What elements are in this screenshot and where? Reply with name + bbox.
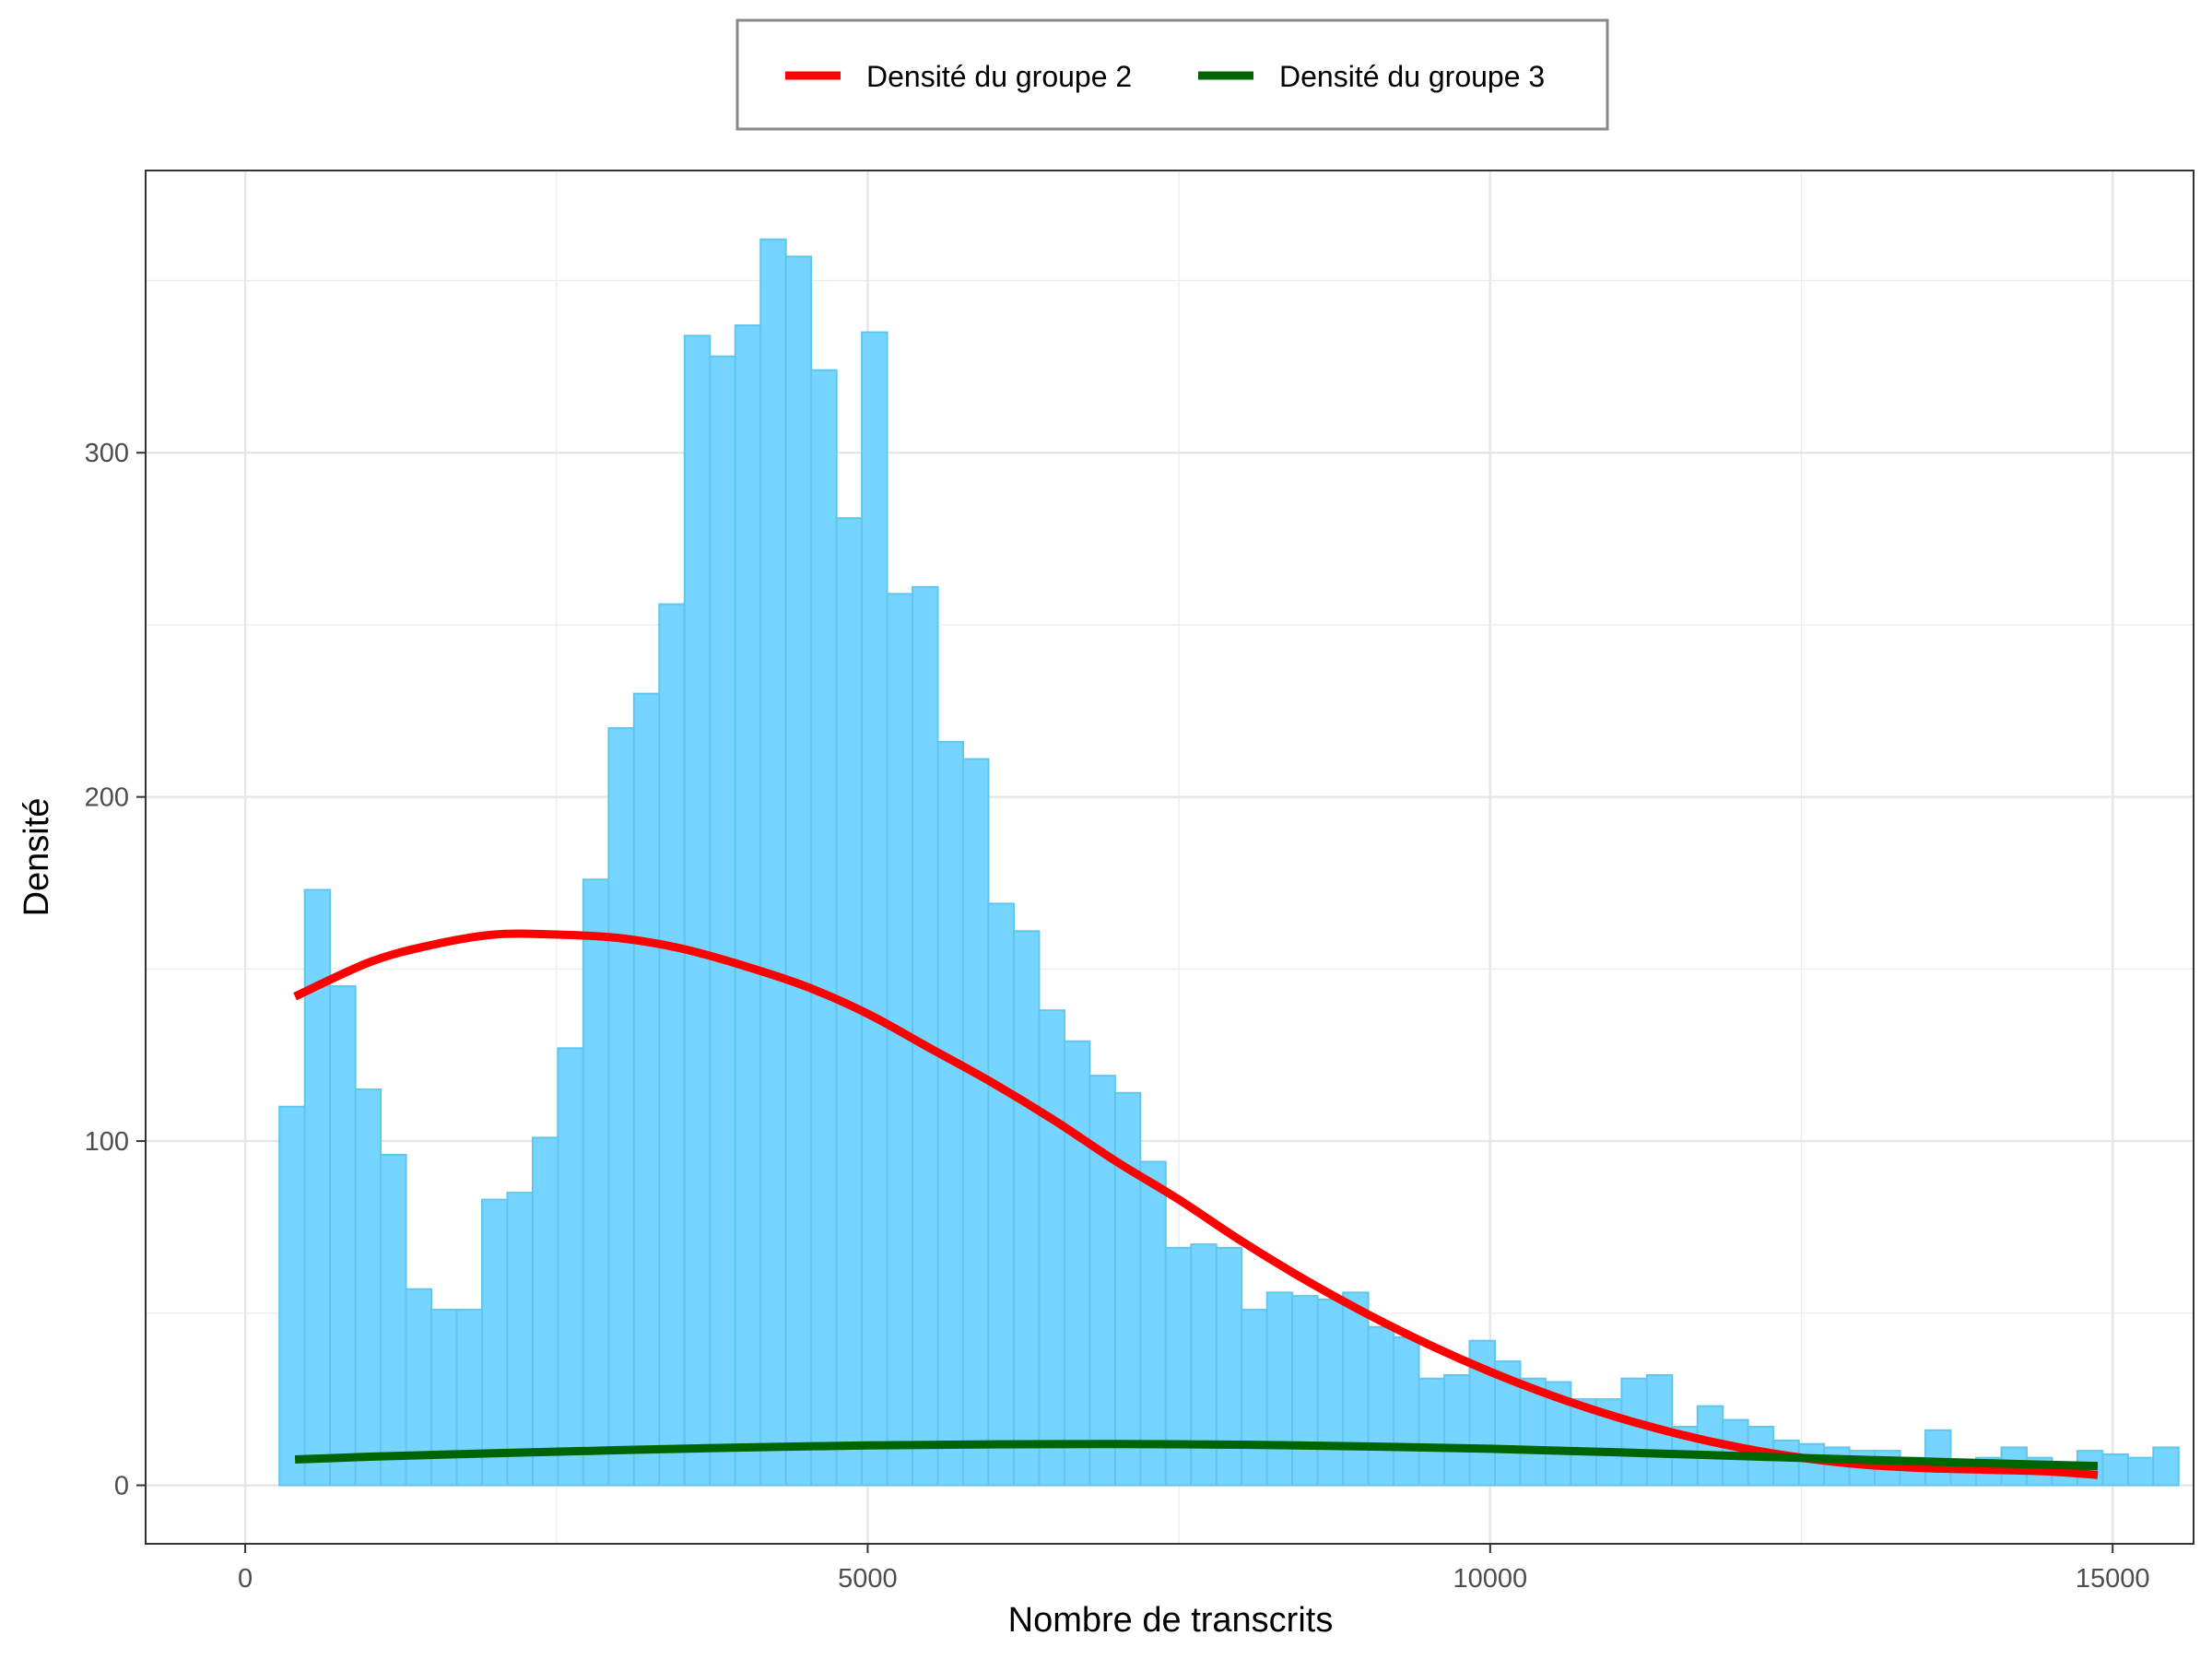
histogram-bar [1367, 1325, 1395, 1487]
histogram-bars [278, 238, 2180, 1487]
histogram-bar [531, 1136, 559, 1487]
histogram-bar [1418, 1377, 1446, 1487]
histogram-bar [607, 726, 635, 1487]
y-tick-label: 300 [85, 439, 129, 468]
histogram-bar [1443, 1374, 1471, 1487]
legend-box [735, 18, 1609, 131]
histogram-bar [1772, 1439, 1800, 1487]
histogram-bar [2126, 1456, 2155, 1487]
x-axis-title: Nombre de transcrits [1008, 1601, 1334, 1640]
histogram-bar [1519, 1377, 1547, 1487]
histogram-bar [1620, 1377, 1648, 1487]
x-tick-label: 15000 [2076, 1564, 2150, 1594]
histogram-bar [1797, 1442, 1826, 1487]
histogram-bar [1570, 1398, 1597, 1487]
histogram-bar [1342, 1291, 1370, 1487]
histogram-bar [2152, 1446, 2180, 1487]
histogram-bar [354, 1088, 382, 1487]
histogram-bar [1291, 1295, 1319, 1487]
histogram-bar [987, 902, 1015, 1487]
histogram-bar [1265, 1291, 1294, 1487]
histogram-bar [380, 1154, 407, 1487]
histogram-bar [683, 335, 712, 1487]
histogram-bar [481, 1198, 509, 1487]
histogram-bar [1113, 1091, 1142, 1487]
y-axis-ticks: 0 100 200 300 [85, 439, 146, 1501]
histogram-bar [278, 1105, 306, 1487]
histogram-bar [1164, 1246, 1193, 1487]
histogram-bar [1038, 1009, 1065, 1487]
x-axis-ticks: 0 5000 10000 15000 [238, 1544, 2150, 1594]
histogram-bar [709, 355, 736, 1487]
y-tick-label: 0 [114, 1472, 129, 1501]
histogram-bar [582, 878, 610, 1487]
legend-label-groupe-3: Densité du groupe 3 [1279, 60, 1545, 93]
legend: Densité du groupe 2 Densité du groupe 3 [735, 18, 1609, 131]
histogram-bar [632, 692, 661, 1487]
x-tick-label: 5000 [838, 1564, 898, 1594]
histogram-bar [455, 1309, 484, 1487]
histogram-bar [810, 369, 838, 1487]
plot-panel-border [145, 170, 2194, 1545]
histogram-bar [1696, 1405, 1724, 1487]
histogram-bar [861, 331, 888, 1487]
density-curves [293, 929, 2099, 1479]
histogram-bar [329, 985, 357, 1487]
y-axis-title: Densité [18, 798, 56, 917]
histogram-bar [759, 238, 787, 1487]
histogram-bar [734, 324, 762, 1487]
histogram-bar [1139, 1160, 1167, 1487]
histogram-bar [658, 603, 686, 1487]
x-tick-label: 0 [238, 1564, 253, 1594]
y-tick-label: 200 [85, 783, 129, 813]
histogram-bar [1063, 1040, 1091, 1487]
histogram-bar [1241, 1309, 1268, 1487]
histogram-bar [506, 1192, 534, 1487]
histogram-bar [2101, 1453, 2129, 1487]
density-curve-groupe-3 [294, 1440, 2099, 1471]
histogram-bar [1190, 1243, 1218, 1487]
histogram-bar [1215, 1246, 1243, 1487]
histogram-bar [557, 1047, 584, 1487]
histogram-bar [1012, 930, 1041, 1487]
histogram-bar [1088, 1075, 1116, 1487]
y-tick-label: 100 [85, 1127, 129, 1157]
legend-label-groupe-2: Densité du groupe 2 [866, 60, 1132, 93]
x-tick-label: 10000 [1453, 1564, 1527, 1594]
histogram-bar [784, 255, 813, 1487]
histogram-bar [962, 758, 990, 1487]
histogram-bar [1316, 1298, 1345, 1487]
histogram-bar [936, 740, 965, 1487]
histogram-bar [1393, 1335, 1420, 1487]
